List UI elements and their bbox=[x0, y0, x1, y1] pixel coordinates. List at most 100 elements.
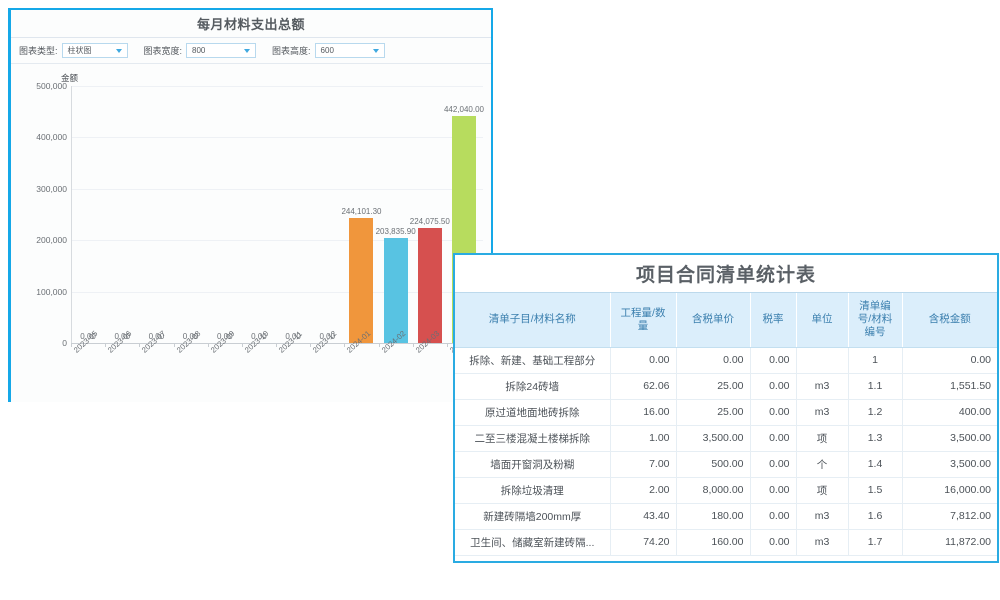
table-cell: 3,500.00 bbox=[902, 425, 997, 452]
bar-slot[interactable]: 0.00 bbox=[174, 86, 208, 343]
table-cell: 1,551.50 bbox=[902, 373, 997, 400]
table-cell: 1.7 bbox=[848, 529, 903, 556]
table-cell: 项 bbox=[796, 477, 849, 504]
table-cell: m3 bbox=[796, 503, 849, 530]
table-cell: 11,872.00 bbox=[902, 529, 997, 556]
bar-value-label: 224,075.50 bbox=[409, 216, 450, 226]
table-head: 清单子目/材料名称 工程量/数量 含税单价 税率 单位 清单编号/材料编号 含税金额 bbox=[455, 293, 997, 348]
bar-slot[interactable]: 0.00 bbox=[242, 86, 276, 343]
table-row[interactable]: 卫生间、储藏室新建砖隔... 74.20 160.00 0.00 m3 1.7 11,872… bbox=[455, 529, 997, 556]
table-cell: m3 bbox=[796, 373, 849, 400]
table-cell: m3 bbox=[796, 399, 849, 426]
table-cell: 0.00 bbox=[750, 399, 797, 426]
table-column-header[interactable]: 含税单价 bbox=[676, 293, 751, 348]
bar-slot[interactable]: 0.00 bbox=[105, 86, 139, 343]
table-cell: 项 bbox=[796, 425, 849, 452]
chart-width-label: 图表宽度: bbox=[143, 46, 183, 56]
x-axis-tick bbox=[412, 343, 414, 347]
chart-width-select[interactable]: 800 bbox=[186, 43, 257, 58]
bar-value-label: 203,835.90 bbox=[375, 227, 416, 237]
gridline bbox=[71, 137, 483, 139]
table-row[interactable]: 墙面开窗洞及粉糊 7.00 500.00 0.00 个 1.4 3,500.00 bbox=[455, 451, 997, 478]
table-cell: 400.00 bbox=[902, 399, 997, 426]
table-row[interactable]: 新建砖隔墙200mm厚 43.40 180.00 0.00 m3 1.6 7,812.00 bbox=[455, 503, 997, 530]
bar-slot[interactable]: 244,101.30 bbox=[341, 86, 382, 343]
table-cell: 0.00 bbox=[676, 347, 751, 374]
bar-value-label: 0.00 bbox=[216, 332, 233, 341]
table-cell: 1.3 bbox=[848, 425, 903, 452]
chart-bars: 0.00 0.00 0.00 0.00 0.00 0.00 0.00 0.00 244,101.… bbox=[71, 86, 484, 343]
chart-type-label: 图表类型: bbox=[19, 46, 58, 56]
table-row[interactable]: 拆除24砖墙 62.06 25.00 0.00 m3 1.1 1,551.50 bbox=[455, 373, 997, 400]
bar-slot[interactable]: 224,075.50 bbox=[409, 86, 450, 343]
table-column-header[interactable]: 工程量/数量 bbox=[610, 293, 677, 348]
table-column-header[interactable]: 税率 bbox=[750, 293, 797, 348]
table-cell: 拆除24砖墙 bbox=[455, 373, 611, 400]
table-column-header[interactable]: 清单编号/材料编号 bbox=[848, 293, 903, 348]
chevron-down-icon bbox=[115, 49, 122, 53]
x-axis-tick bbox=[446, 343, 448, 347]
x-axis-tick bbox=[378, 343, 380, 347]
bar-slot[interactable]: 0.00 bbox=[276, 86, 310, 343]
table-cell: 0.00 bbox=[750, 477, 797, 504]
contract-list-table-panel: 项目合同清单统计表 清单子目/材料名称 工程量/数量 含税单价 税率 单位 清单编号/材料… bbox=[453, 253, 999, 563]
bar[interactable] bbox=[349, 217, 374, 343]
table-column-header[interactable]: 清单子目/材料名称 bbox=[455, 293, 611, 348]
y-axis-line bbox=[71, 86, 72, 343]
bar-value-label: 442,040.00 bbox=[443, 104, 484, 114]
chart-width-control: 图表宽度: 800 bbox=[144, 43, 257, 58]
table-cell: 0.00 bbox=[750, 451, 797, 478]
table-cell: 25.00 bbox=[676, 399, 751, 426]
table-cell: 62.06 bbox=[610, 373, 677, 400]
bar-slot[interactable]: 0.00 bbox=[310, 86, 344, 343]
bar[interactable] bbox=[417, 227, 442, 343]
x-axis-tick bbox=[310, 343, 312, 347]
y-axis-tick-label: 200,000 bbox=[36, 235, 67, 246]
table-column-header[interactable]: 含税金额 bbox=[902, 293, 997, 348]
gridline bbox=[71, 86, 483, 87]
contract-list-table: 清单子目/材料名称 工程量/数量 含税单价 税率 单位 清单编号/材料编号 含税金额 拆除、… bbox=[455, 293, 997, 556]
table-cell: 1.00 bbox=[610, 425, 677, 452]
table-row[interactable]: 原过道地面地砖拆除 16.00 25.00 0.00 m3 1.2 400.00 bbox=[455, 399, 997, 426]
y-axis-tick-label: 300,000 bbox=[36, 183, 67, 194]
y-axis-label: 金额 bbox=[61, 73, 79, 83]
chart-height-select[interactable]: 600 bbox=[314, 43, 385, 58]
table-cell: 160.00 bbox=[676, 529, 751, 556]
chart-type-select[interactable]: 柱状图 bbox=[61, 43, 128, 58]
table-cell: 1 bbox=[848, 347, 903, 374]
bar-slot[interactable]: 0.00 bbox=[208, 86, 242, 343]
x-axis-tick bbox=[241, 343, 243, 347]
bar-value-label: 0.00 bbox=[114, 332, 131, 341]
table-column-header[interactable]: 单位 bbox=[796, 293, 849, 348]
table-row[interactable]: 拆除、新建、基础工程部分 0.00 0.00 0.00 1 0.00 bbox=[455, 347, 997, 374]
y-axis-tick-label: 100,000 bbox=[36, 286, 67, 297]
bar-slot[interactable]: 203,835.90 bbox=[375, 86, 416, 343]
bar-slot[interactable]: 0.00 bbox=[71, 86, 105, 343]
table-cell: 43.40 bbox=[610, 503, 677, 530]
bar-slot[interactable]: 0.00 bbox=[139, 86, 173, 343]
x-axis-tick bbox=[139, 343, 141, 347]
table-cell: 16.00 bbox=[610, 399, 677, 426]
chart-height-control: 图表高度: 600 bbox=[272, 43, 385, 58]
chart-type-value: 柱状图 bbox=[67, 46, 92, 55]
table-cell: 0.00 bbox=[750, 373, 797, 400]
bar[interactable] bbox=[383, 238, 408, 343]
table-cell: 25.00 bbox=[676, 373, 751, 400]
table-cell: 卫生间、储藏室新建砖隔... bbox=[455, 529, 611, 556]
chart-title-bar: 每月材料支出总额 bbox=[11, 10, 491, 38]
table-cell: 500.00 bbox=[676, 451, 751, 478]
x-axis-tick bbox=[276, 343, 277, 347]
bar-value-label: 244,101.30 bbox=[341, 206, 382, 216]
table-row[interactable]: 二至三楼混凝土楼梯拆除 1.00 3,500.00 0.00 项 1.3 3,500.00 bbox=[455, 425, 997, 452]
y-axis-tick-label: 0 bbox=[62, 338, 67, 348]
table-cell: 0.00 bbox=[750, 529, 797, 556]
table-cell: 7,812.00 bbox=[902, 503, 997, 530]
table-row[interactable]: 拆除垃圾清理 2.00 8,000.00 0.00 项 1.5 16,000.00 bbox=[455, 477, 997, 504]
table-cell: 0.00 bbox=[750, 503, 797, 530]
bar-value-label: 0.00 bbox=[182, 332, 199, 341]
y-axis-ticks: 0 100,000 200,000 300,000 400,000 500,000 bbox=[19, 64, 67, 402]
table-cell: 74.20 bbox=[610, 529, 677, 556]
gridline bbox=[71, 240, 483, 242]
table-cell: 7.00 bbox=[610, 451, 677, 478]
